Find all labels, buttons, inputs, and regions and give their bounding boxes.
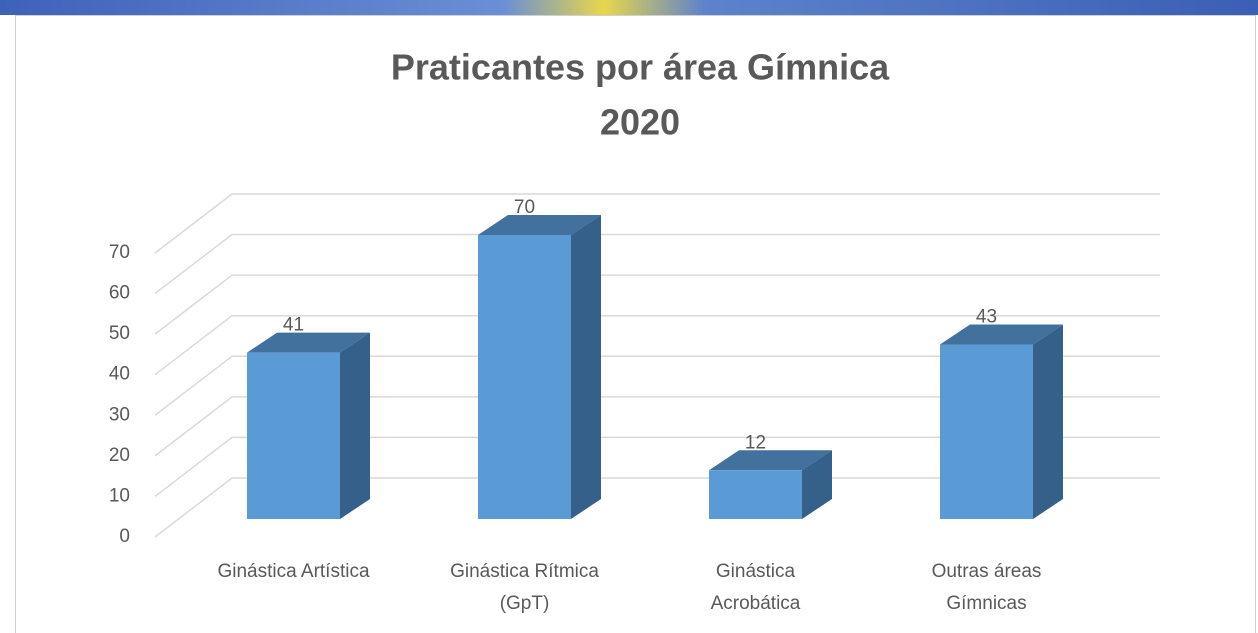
value-label: 41 [283,315,304,336]
y-tick-label: 40 [109,364,130,385]
y-tick-label: 50 [109,323,130,344]
chart-subtitle: 2020 [600,102,680,143]
chart-frame [15,15,1256,633]
bar [940,344,1033,519]
grid-line [154,193,1160,254]
bar-side [340,332,370,519]
grid-line [154,274,1160,335]
grid-line [154,436,1160,498]
bar-top [940,324,1063,345]
bar-side [1033,324,1063,519]
grid-line [154,477,1160,538]
y-tick-label: 10 [109,485,130,506]
bar [709,470,802,519]
bar-side [802,450,832,519]
value-label: 70 [514,197,535,218]
y-tick-label: 60 [109,283,130,304]
bar-top [247,332,370,353]
y-tick-label: 30 [109,404,130,425]
y-tick-label: 0 [119,526,130,547]
x-tick-label: Ginástica Artística [217,561,370,582]
y-tick-label: 20 [109,445,130,466]
bar [247,352,340,519]
banner [0,0,1258,15]
grid-line [154,396,1160,457]
bar-top [478,214,601,235]
bar-side [571,214,601,519]
value-label: 43 [976,307,997,328]
bar [478,234,571,519]
value-label: 12 [745,432,766,453]
grid-line [154,233,1160,295]
y-tick-label: 70 [109,242,130,263]
grid-line [154,355,1160,416]
bar-top [709,450,832,471]
chart-title: Praticantes por área Gímnica [391,47,890,88]
x-tick-label: Outras áreas Gímnicas [931,561,1042,614]
x-tick-label: Ginástica Acrobática [710,561,801,614]
grid-line [154,314,1160,376]
x-tick-label: Ginástica Rítmica (GpT) [450,561,599,614]
